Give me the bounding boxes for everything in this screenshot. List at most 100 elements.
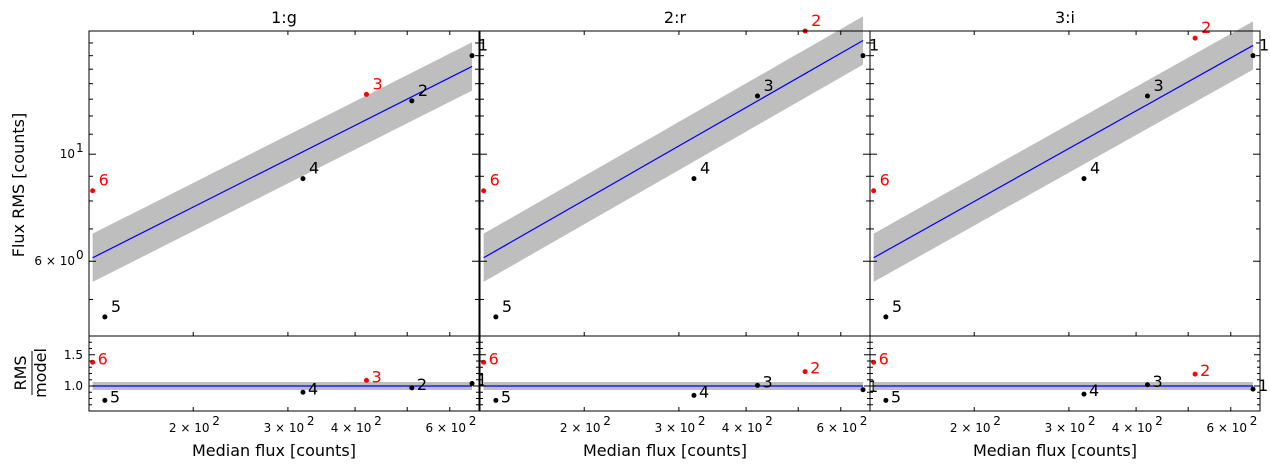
data-point [1081,176,1087,182]
ratio-label: 6 [879,349,889,368]
x-tick-label: 6 × 10 [1206,421,1247,435]
x-tick-exponent: 2 [1088,414,1096,428]
data-point [871,188,877,194]
y-label-bottom-numerator: RMS [11,355,30,390]
x-tick-label: 2 × 10 [169,421,210,435]
y-tick-label: 6 × 10 [34,254,75,268]
data-label: 3 [1153,76,1163,95]
x-tick-label: 4 × 10 [331,421,372,435]
fit-line [483,40,864,259]
data-label: 4 [1090,159,1100,178]
y-tick-label: 1.5 [64,348,83,362]
x-tick-label: 3 × 10 [264,421,305,435]
y-tick-label: 1.0 [64,379,83,393]
ratio-label: 4 [1089,381,1099,400]
data-label: 6 [99,171,109,190]
x-tick-exponent: 2 [603,414,611,428]
data-label: 5 [502,297,512,316]
y-label-bottom-denominator: model [31,348,50,398]
ratio-label: 3 [1152,372,1162,391]
ratio-label: 4 [308,379,318,398]
ratio-point [802,369,808,375]
x-tick-exponent: 2 [1155,414,1163,428]
data-label: 4 [700,159,710,178]
ratio-label: 5 [501,387,511,406]
ratio-point [1144,382,1150,388]
ratio-label: 3 [762,372,772,391]
y-tick-exponent: 1 [76,141,84,155]
data-label: 1 [869,36,879,55]
data-label: 2 [1201,18,1211,37]
x-tick-exponent: 2 [469,414,477,428]
ratio-point [691,392,697,398]
data-label: 6 [880,171,890,190]
ratio-point [1250,386,1256,392]
x-tick-label: 3 × 10 [655,421,696,435]
bottom-axes-frame [88,335,480,412]
data-label: 6 [490,171,500,190]
x-tick-exponent: 2 [860,414,868,428]
ratio-point [409,385,415,391]
data-label: 5 [111,297,121,316]
x-tick-label: 2 × 10 [560,421,601,435]
x-tick-label: 6 × 10 [816,421,857,435]
x-tick-exponent: 2 [307,414,315,428]
panel-title: 2:r [664,8,687,27]
ratio-label: 3 [371,367,381,386]
x-tick-label: 4 × 10 [1112,421,1153,435]
fit-line [92,65,473,259]
ratio-point [469,381,475,386]
ratio-label: 5 [891,387,901,406]
ratio-label: 6 [98,349,108,368]
ratio-label: 1 [1258,376,1268,395]
ratio-point [860,387,866,393]
x-tick-label: 4 × 10 [722,421,763,435]
data-label: 2 [811,11,821,30]
ratio-point [1192,371,1198,377]
data-label: 1 [478,36,488,55]
x-tick-exponent: 2 [212,414,220,428]
fit-line [873,44,1254,259]
y-tick-exponent: 0 [76,248,84,262]
data-point [883,314,889,320]
ratio-label: 5 [110,387,120,406]
data-point [691,176,697,182]
ratio-label: 2 [810,359,820,378]
data-point [363,91,369,97]
data-label: 3 [372,74,382,93]
ratio-point [883,397,889,403]
x-tick-exponent: 2 [1250,414,1258,428]
data-point [860,53,866,59]
data-label: 2 [418,81,428,100]
x-tick-label: 6 × 10 [425,421,466,435]
ratio-label: 2 [417,375,427,394]
x-axis-label: Median flux [counts] [583,441,747,460]
x-axis-label: Median flux [counts] [192,441,356,460]
ratio-point [493,397,499,403]
y-axis-label-bottom: RMS model [11,348,50,398]
data-point [493,314,499,320]
ratio-label: 4 [699,382,709,401]
data-point [90,188,96,194]
y-axis-label-top: Flux RMS [counts] [9,113,28,257]
data-label: 1 [1259,36,1269,55]
data-point [481,188,487,194]
y-tick-label: 10 [60,147,75,161]
data-point [469,53,475,59]
data-label: 3 [763,76,773,95]
data-label: 5 [892,297,902,316]
ratio-point [1081,391,1087,397]
ratio-point [754,382,760,388]
x-axis-label: Median flux [counts] [973,441,1137,460]
x-tick-exponent: 2 [765,414,773,428]
ratio-point [102,397,108,403]
data-point [754,93,760,99]
data-point [1144,93,1150,99]
ratio-label: 2 [1200,361,1210,380]
x-tick-exponent: 2 [698,414,706,428]
ratio-point [363,377,369,383]
data-point [102,314,108,320]
